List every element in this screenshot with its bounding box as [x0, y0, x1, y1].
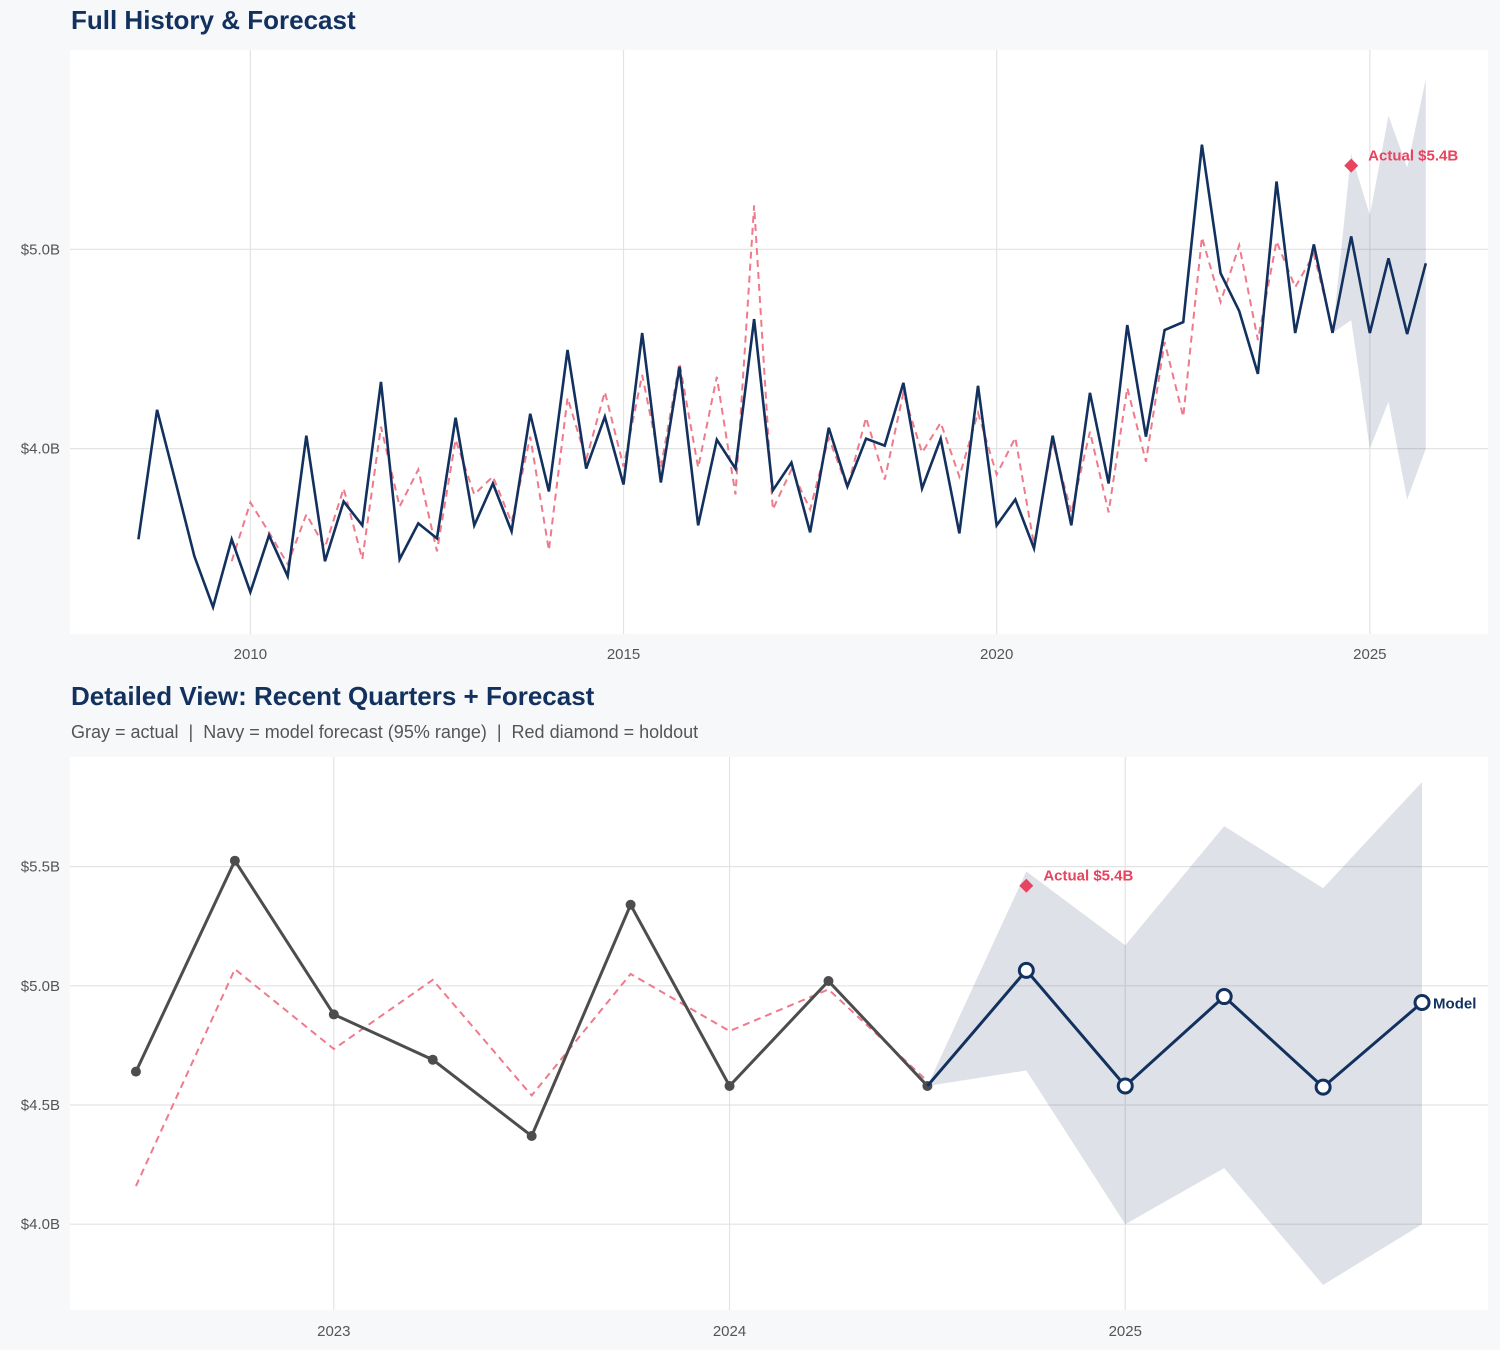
forecast-95-range-band	[927, 782, 1423, 1285]
fitted-dashed-line	[135, 967, 929, 1187]
forecast-point	[1116, 1077, 1134, 1095]
actual-point	[724, 1080, 735, 1091]
actual-point	[427, 1054, 438, 1065]
y-tick-label: $5.0B	[21, 241, 60, 258]
forecast-point	[1215, 988, 1233, 1006]
plot-area	[70, 50, 1488, 634]
forecast-point	[1017, 961, 1035, 979]
actual-point	[130, 1066, 141, 1077]
forecast-point	[1413, 994, 1431, 1012]
holdout-diamond	[1344, 158, 1359, 173]
forecast-point	[1314, 1078, 1332, 1096]
x-tick-label: 2025	[1109, 1323, 1142, 1340]
holdout-label: Actual $5.4B	[1368, 148, 1458, 165]
actual-point	[328, 1009, 339, 1020]
x-tick-label: 2023	[317, 1323, 350, 1340]
model-end-label: Model	[1433, 996, 1476, 1013]
bottom-chart-subtitle: Gray = actual | Navy = model forecast (9…	[71, 722, 699, 742]
forecast-line	[1331, 236, 1428, 335]
forecast-line	[926, 968, 1424, 1090]
detailed-view-chart: $4.0B $4.5B $5.0B $5.5B 2023 2024 2025 Actual $…	[21, 757, 1488, 1340]
x-tick-label: 2015	[607, 646, 640, 663]
holdout-label: Actual $5.4B	[1043, 868, 1133, 885]
full-history-chart: $4.0B $5.0B 2010 2015 2020 2025 Actual $5.4B	[21, 50, 1488, 663]
y-tick-label: $4.5B	[21, 1097, 60, 1114]
forecast-95-range-band	[1332, 78, 1426, 500]
y-tick-label: $4.0B	[21, 1216, 60, 1233]
bottom-chart-title: Detailed View: Recent Quarters + Forecas…	[71, 681, 595, 711]
y-tick-label: $4.0B	[21, 441, 60, 458]
actual-line	[137, 144, 1334, 612]
x-tick-label: 2010	[234, 646, 267, 663]
holdout-diamond	[1019, 878, 1034, 893]
top-chart-title: Full History & Forecast	[71, 5, 356, 35]
x-tick-label: 2020	[980, 646, 1013, 663]
actual-point	[625, 899, 636, 910]
x-tick-label: 2024	[713, 1323, 746, 1340]
x-tick-label: 2025	[1353, 646, 1386, 663]
y-tick-label: $5.5B	[21, 859, 60, 876]
y-tick-label: $5.0B	[21, 978, 60, 995]
actual-point	[229, 855, 240, 866]
actual-point	[526, 1130, 537, 1141]
actual-point	[823, 976, 834, 987]
